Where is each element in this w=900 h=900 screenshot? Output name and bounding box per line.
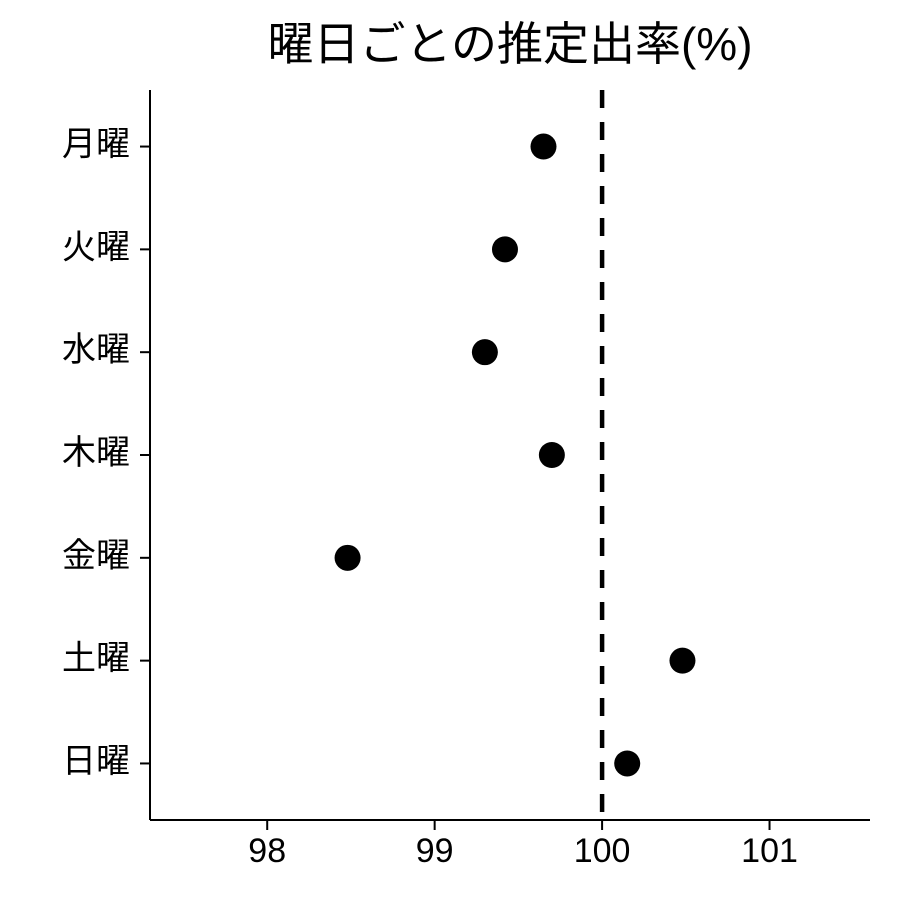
chart-background: [0, 0, 900, 900]
data-point: [472, 339, 498, 365]
y-tick-label: 木曜: [62, 434, 130, 472]
x-tick-label: 99: [416, 832, 454, 870]
y-tick-label: 水曜: [62, 331, 130, 369]
x-tick-label: 100: [574, 832, 631, 870]
y-tick-label: 日曜: [62, 742, 130, 780]
x-tick-label: 101: [741, 832, 798, 870]
chart-svg: 月曜火曜水曜木曜金曜土曜日曜 98 99 100 101 曜日ごとの推定出率(%): [0, 0, 900, 900]
y-tick-label: 火曜: [62, 228, 130, 266]
y-tick-label: 月曜: [62, 126, 130, 164]
data-point: [539, 442, 565, 468]
data-point: [335, 545, 361, 571]
x-tick-label: 98: [248, 832, 286, 870]
data-point: [614, 750, 640, 776]
chart-title: 曜日ごとの推定出率(%): [267, 18, 752, 70]
y-tick-label: 土曜: [62, 640, 130, 678]
data-point: [530, 134, 556, 160]
data-point: [669, 648, 695, 674]
chart-container: 月曜火曜水曜木曜金曜土曜日曜 98 99 100 101 曜日ごとの推定出率(%): [0, 0, 900, 900]
y-tick-label: 金曜: [62, 537, 130, 575]
data-point: [492, 236, 518, 262]
